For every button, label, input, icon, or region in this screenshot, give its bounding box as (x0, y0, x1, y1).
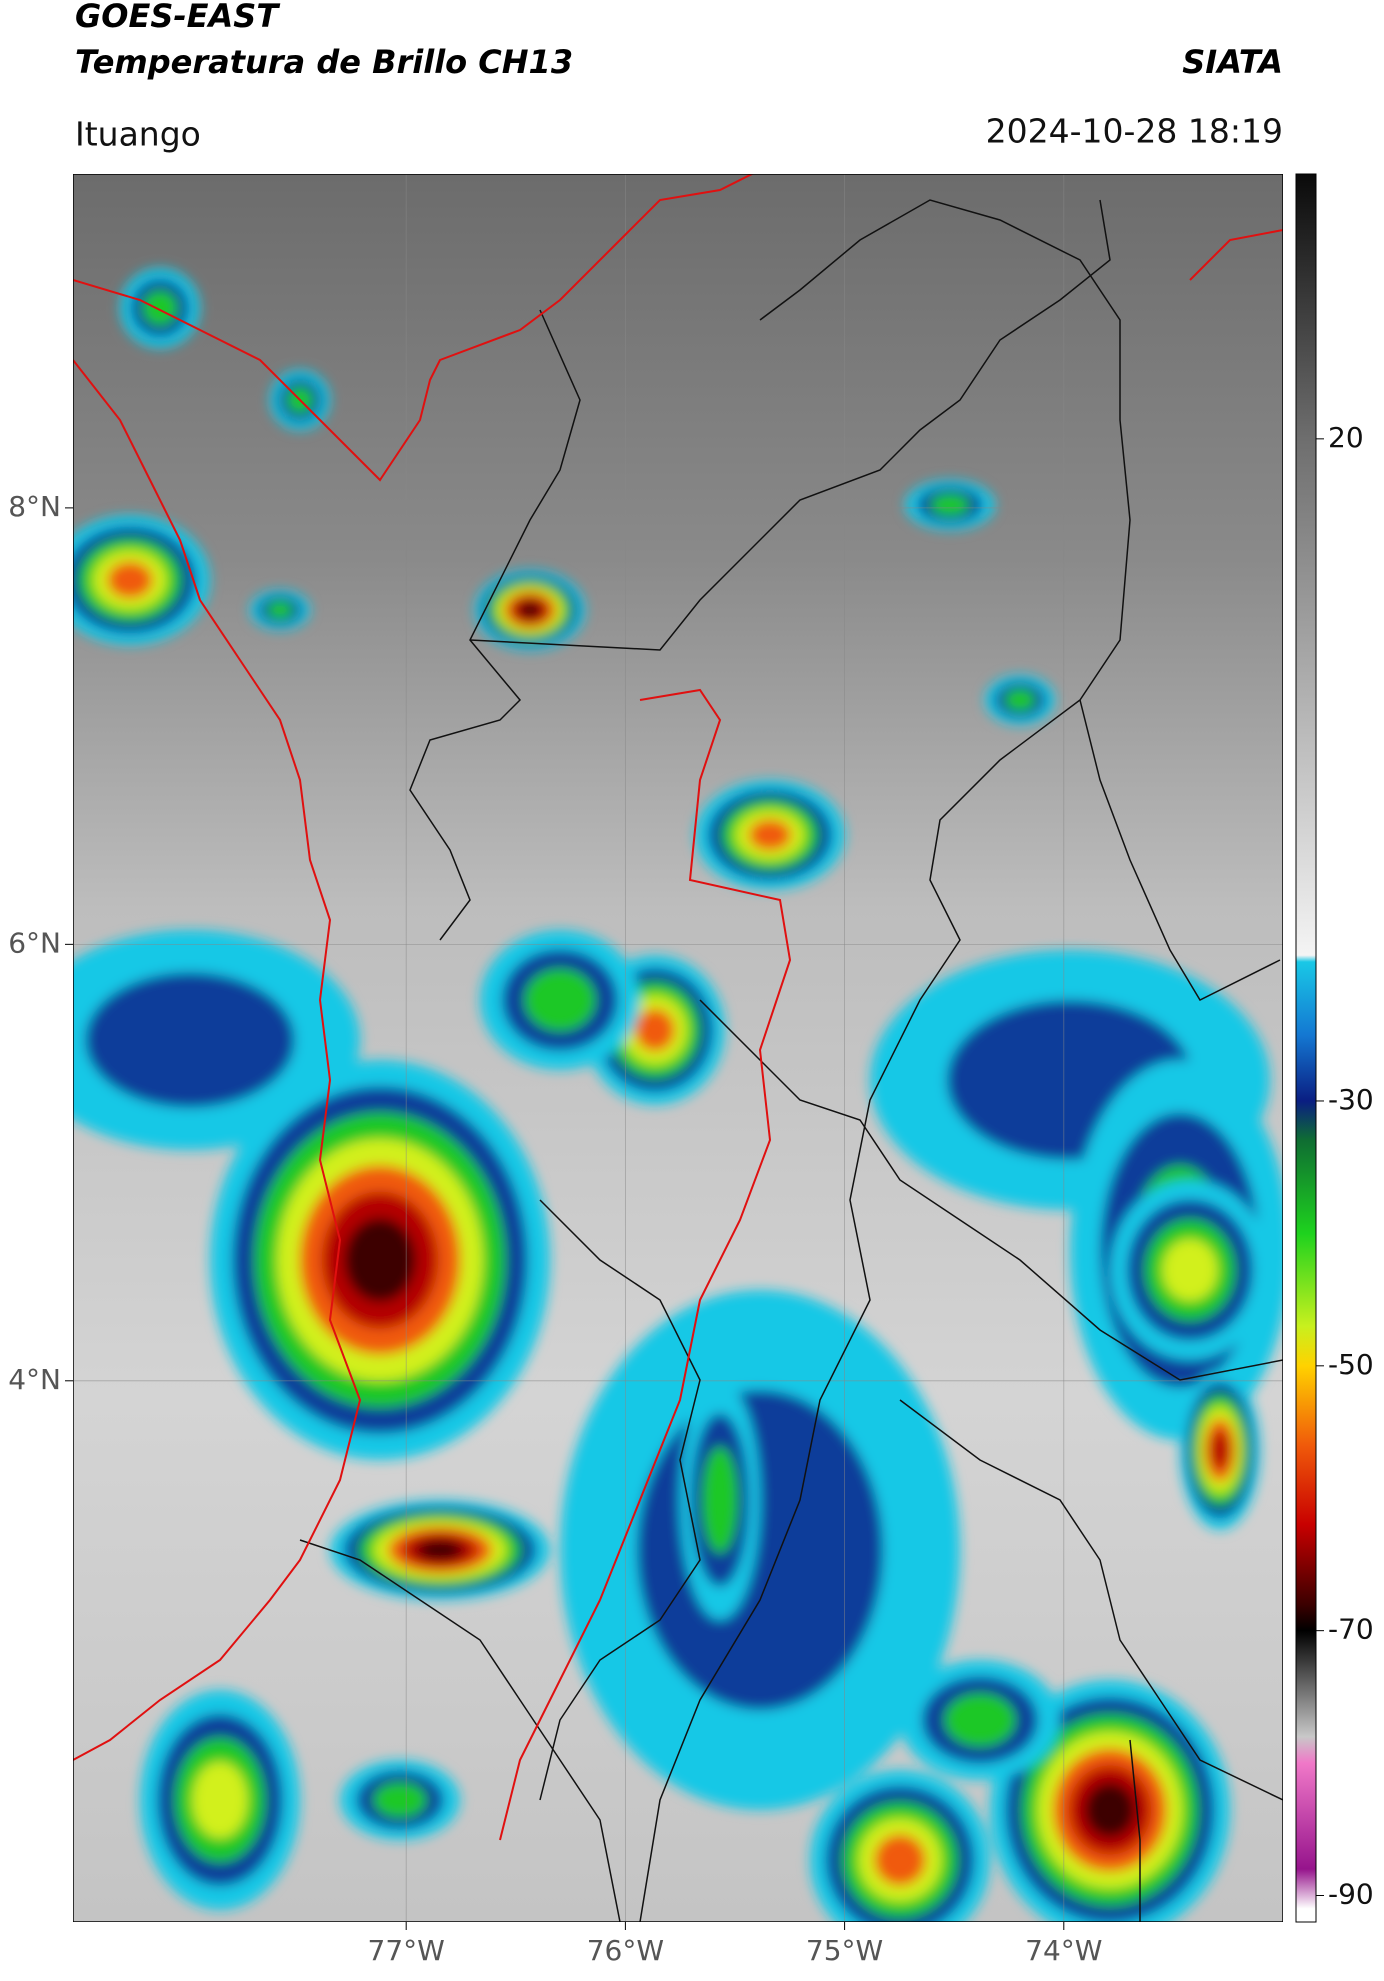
cloud (416, 1539, 464, 1561)
source: SIATA (1182, 43, 1283, 81)
border (299, 1539, 621, 1922)
colorbar-tick-label: -90 (1328, 1878, 1374, 1911)
cloud (748, 819, 792, 851)
border (1079, 699, 1281, 1001)
border (469, 199, 1111, 651)
colorbar-tick-label: 20 (1328, 421, 1364, 454)
cloud (930, 493, 970, 517)
colorbar-fill (1295, 173, 1317, 1923)
map-area (73, 174, 1283, 1922)
colorbar-tick-label: -70 (1328, 1613, 1374, 1646)
x-tick-label: 74°W (1025, 1934, 1102, 1967)
cloud-field (73, 268, 1283, 1922)
cloud (266, 601, 294, 619)
cloud (107, 561, 153, 599)
coastline (73, 174, 1283, 1841)
cloud (344, 1217, 416, 1303)
border (539, 1199, 701, 1801)
border (409, 309, 581, 941)
grid (73, 174, 1283, 1922)
borders (299, 199, 1283, 1922)
colorbar-tick-label: -50 (1328, 1348, 1374, 1381)
cloud (524, 968, 596, 1032)
y-tick-label: 8°N (8, 490, 61, 523)
cloud (635, 1008, 675, 1052)
cloud (518, 601, 542, 619)
cloud (1084, 1782, 1136, 1838)
subtitle: Temperatura de Brillo CH13 (75, 43, 573, 81)
cloud (702, 1446, 738, 1554)
cloud (192, 1761, 248, 1839)
datetime: 2024-10-28 18:19 (986, 112, 1283, 151)
title: GOES-EAST (75, 0, 280, 35)
cloud (373, 1782, 427, 1818)
cloud (1162, 1238, 1218, 1302)
location: Ituango (75, 115, 201, 154)
colorbar: 20 -30 -50 -70 -90 (1295, 173, 1374, 1923)
border (1129, 1739, 1141, 1922)
x-tick-label: 75°W (806, 1934, 883, 1967)
border (639, 199, 1131, 1922)
coast (73, 174, 755, 482)
cloud (85, 972, 295, 1108)
x-tick-label: 77°W (368, 1934, 445, 1967)
y-tick-label: 6°N (8, 926, 61, 959)
colorbar-tick-label: -30 (1328, 1083, 1374, 1116)
border (699, 999, 1283, 1381)
cloud (636, 1390, 884, 1710)
axis-labels: 77°W 76°W 75°W 74°W 8°N 6°N 4°N (8, 490, 1102, 1967)
coast (73, 359, 362, 1761)
department-border (499, 688, 792, 1841)
cloud (1004, 688, 1036, 712)
border (899, 1399, 1283, 1801)
x-tick-label: 76°W (587, 1934, 664, 1967)
cloud (1210, 1430, 1230, 1470)
cloud (874, 1834, 926, 1886)
coast (1189, 229, 1283, 281)
cloud (944, 1693, 1016, 1747)
cloud (142, 290, 178, 326)
y-tick-label: 4°N (8, 1363, 61, 1396)
